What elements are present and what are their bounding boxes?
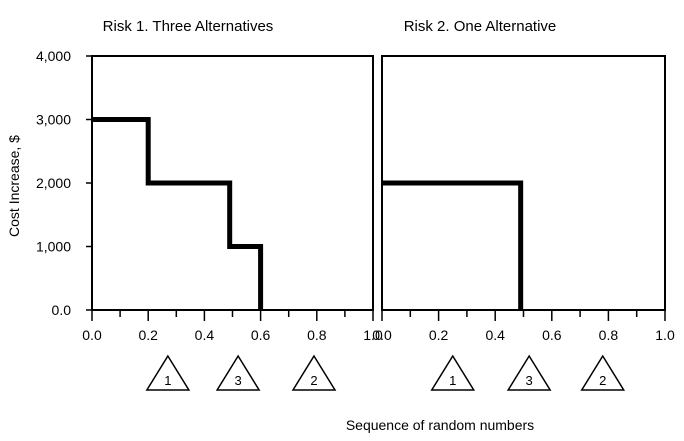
triangle-marker-1 [430, 354, 476, 391]
x-tick-label: 0.8 [307, 327, 327, 343]
x-tick-label: 0.6 [251, 327, 271, 343]
x-tick-label: 1.0 [363, 327, 383, 343]
triangle-marker-3 [215, 354, 261, 391]
x-tick-label: 0.6 [542, 327, 562, 343]
x-tick-label: 0.4 [195, 327, 215, 343]
triangle-marker-label: 3 [235, 373, 242, 388]
chart-title-risk-2: Risk 2. One Alternative [404, 18, 557, 35]
triangle-marker-2 [580, 354, 626, 391]
triangle-marker-label: 1 [164, 373, 171, 388]
step-series-line [382, 180, 524, 310]
x-tick-label: 0.0 [82, 327, 102, 343]
plots-group: 0.0 0.2 0.4 0.6 0.8 1.00.01,0002,0003,0004,00… [36, 48, 675, 391]
x-tick-label: 0.8 [599, 327, 619, 343]
plot-panel-1: 0.0 0.2 0.4 0.6 0.8 1.0 0.0 1,000 2,000 3,000 4,00… [36, 48, 383, 391]
triangle-marker-label: 2 [310, 373, 317, 388]
x-tick-label: 0.0 [372, 327, 392, 343]
y-tick-label: 1,000 [36, 239, 71, 255]
y-tick-label: 3,000 [36, 112, 71, 128]
triangle-marker-3 [506, 354, 552, 391]
triangle-marker-label: 2 [599, 373, 606, 388]
triangle-marker-label: 1 [449, 373, 456, 388]
y-axis-label: Cost Increase, $ [6, 135, 22, 237]
x-tick-label: 0.2 [429, 327, 449, 343]
plot-panel-2: 0.0 0.2 0.4 0.6 0.8 1.0 1 3 2 [372, 55, 675, 391]
triangle-marker-2 [291, 354, 337, 391]
triangle-marker-label: 3 [526, 373, 533, 388]
plot-frame [91, 55, 374, 311]
chart-title-risk-1: Risk 1. Three Alternatives [103, 18, 274, 35]
y-tick-label: 4,000 [36, 48, 71, 64]
x-axis-label: Sequence of random numbers [346, 417, 534, 433]
step-series-line [92, 117, 264, 310]
y-tick-label: 2,000 [36, 175, 71, 191]
x-tick-label: 1.0 [655, 327, 675, 343]
triangle-marker-1 [145, 354, 191, 391]
x-tick-label: 0.4 [485, 327, 505, 343]
x-tick-label: 0.2 [138, 327, 158, 343]
y-tick-label: 0.0 [52, 302, 72, 318]
